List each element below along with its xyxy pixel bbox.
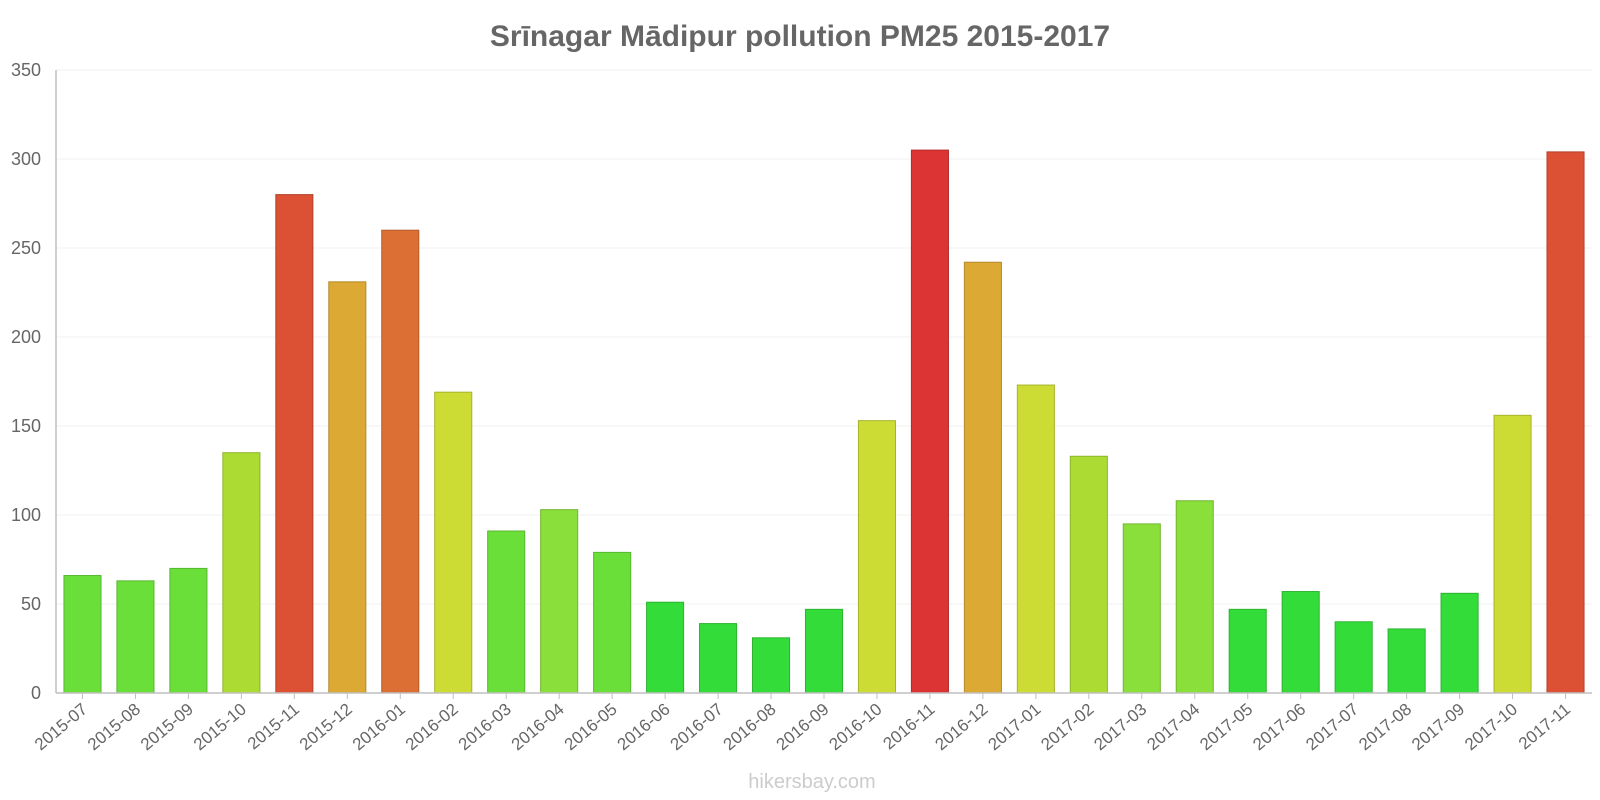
bars [63,149,1585,694]
x-tick-label: 2016-09 [773,700,833,755]
bar-2016-09[interactable] [804,608,844,694]
bar-2016-11[interactable] [910,149,949,694]
x-tick-label: 2017-04 [1143,700,1203,755]
bar-2017-02[interactable] [1069,455,1108,694]
x-tick-label: 2015-09 [137,700,197,755]
x-tick-label: 2016-02 [402,700,462,755]
x-tick-label: 2017-01 [984,700,1044,755]
x-tick-label: 2017-10 [1461,700,1521,755]
x-tick-label: 2015-10 [190,700,250,755]
x-tick-label: 2016-12 [931,700,991,755]
y-tick-label: 0 [31,683,41,703]
y-axis-ticks: 0 50 100 150 200 250 300 350 [11,60,41,703]
bar-2016-04[interactable] [540,509,579,694]
x-tick-label: 2015-12 [296,700,356,755]
bar-2017-07[interactable] [1334,621,1373,694]
bar-2017-11[interactable] [1546,151,1585,694]
x-tick-label: 2017-09 [1408,700,1468,755]
x-tick-label: 2017-08 [1355,700,1415,755]
bar-2015-09[interactable] [169,567,208,694]
bar-2017-09[interactable] [1440,592,1479,694]
x-tick-label: 2016-04 [508,700,568,755]
bar-2016-05[interactable] [593,551,632,694]
y-tick-label: 250 [11,238,41,258]
y-tick-label: 300 [11,149,41,169]
x-tick-label: 2016-06 [614,700,674,755]
bar-2015-10[interactable] [222,452,261,694]
y-tick-label: 50 [21,594,41,614]
bar-2016-12[interactable] [963,261,1002,694]
bar-2017-05[interactable] [1228,608,1267,694]
x-tick-label: 2017-11 [1515,700,1574,754]
bar-2015-11[interactable] [275,194,314,694]
bar-2016-03[interactable] [487,530,526,694]
x-tick-label: 2016-10 [826,700,886,755]
x-tick-label: 2017-03 [1090,700,1150,755]
bar-2016-10[interactable] [857,420,897,694]
bar-2016-01[interactable] [381,229,420,694]
x-tick-label: 2016-08 [720,700,780,755]
bar-2016-06[interactable] [646,601,685,694]
y-tick-label: 200 [11,327,41,347]
watermark: hikersbay.com [748,771,875,793]
x-tick-label: 2016-03 [455,700,515,755]
x-tick-label: 2017-06 [1249,700,1309,755]
x-tick-label: 2016-01 [349,700,409,755]
bar-2017-10[interactable] [1493,414,1532,694]
chart-title: Srīnagar Mādipur pollution PM25 2015-201… [490,20,1110,53]
y-tick-label: 150 [11,416,41,436]
bar-2016-08[interactable] [751,637,791,694]
bar-2016-02[interactable] [434,391,473,694]
y-tick-label: 100 [11,505,41,525]
bar-2015-07[interactable] [63,575,102,694]
x-tick-label: 2017-05 [1196,700,1256,755]
x-axis-ticks: 2015-072015-082015-092015-102015-112015-… [31,693,1574,754]
bar-2017-08[interactable] [1387,628,1426,694]
y-tick-label: 350 [11,60,41,80]
x-tick-label: 2015-07 [31,700,91,755]
bar-2016-07[interactable] [699,623,738,694]
bar-2017-04[interactable] [1175,500,1214,694]
x-tick-label: 2016-05 [561,700,621,755]
x-tick-label: 2015-08 [84,700,144,755]
bar-2017-03[interactable] [1122,523,1161,694]
bar-2015-12[interactable] [328,281,367,694]
x-tick-label: 2016-07 [667,700,727,755]
x-tick-label: 2016-11 [879,700,938,754]
x-tick-label: 2017-02 [1037,700,1097,755]
bar-2015-08[interactable] [116,580,155,694]
bar-2017-01[interactable] [1016,384,1055,694]
x-tick-label: 2017-07 [1302,700,1362,755]
x-tick-label: 2015-11 [244,700,303,754]
bar-2017-06[interactable] [1281,591,1320,694]
